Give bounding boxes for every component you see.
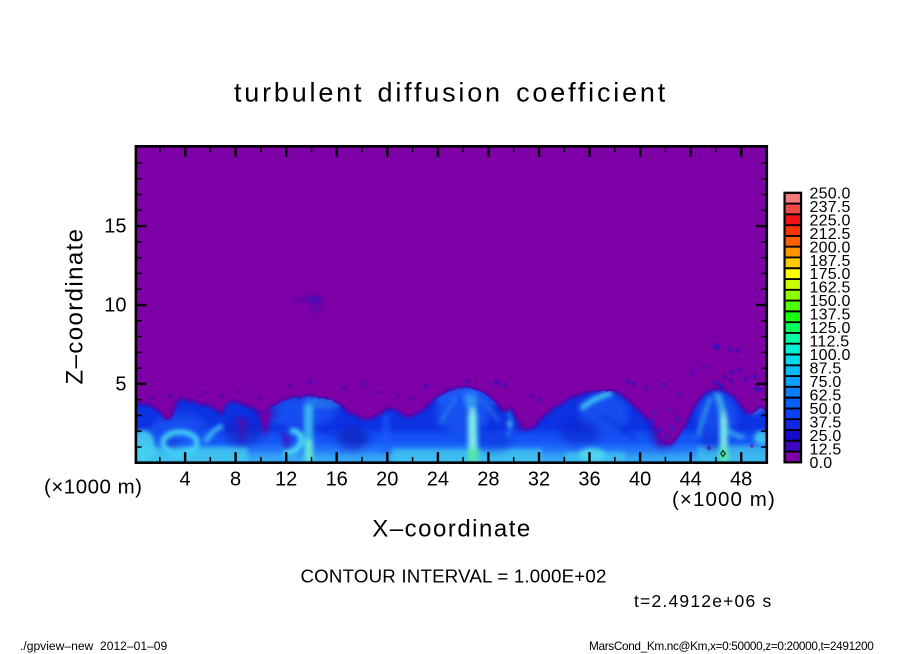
svg-text:28: 28	[477, 469, 499, 491]
svg-text:12.5: 12.5	[810, 441, 842, 458]
svg-text:225.0: 225.0	[810, 212, 851, 229]
svg-text:100.0: 100.0	[810, 347, 851, 364]
svg-text:10: 10	[104, 295, 126, 317]
svg-text:75.0: 75.0	[810, 374, 842, 391]
svg-text:16: 16	[326, 469, 348, 491]
svg-text:25.0: 25.0	[810, 428, 842, 445]
svg-text:20: 20	[376, 469, 398, 491]
svg-text:162.5: 162.5	[810, 280, 851, 297]
svg-text:(×1000 m): (×1000 m)	[672, 488, 776, 511]
svg-text:t=2.4912e+06 s: t=2.4912e+06 s	[634, 591, 772, 611]
svg-text:87.5: 87.5	[810, 361, 842, 378]
svg-text:150.0: 150.0	[810, 293, 851, 310]
svg-text:5: 5	[115, 373, 126, 395]
svg-text:turbulent diffusion coefficien: turbulent diffusion coefficient	[234, 78, 668, 108]
svg-text:62.5: 62.5	[810, 388, 842, 405]
svg-text:212.5: 212.5	[810, 226, 851, 243]
svg-text:./gpview–new 2012–01–09: ./gpview–new 2012–01–09	[20, 639, 168, 653]
svg-text:4: 4	[180, 469, 191, 491]
svg-text:137.5: 137.5	[810, 307, 851, 324]
svg-text:Z–coordinate: Z–coordinate	[62, 228, 89, 385]
svg-text:15: 15	[104, 216, 126, 238]
svg-text:237.5: 237.5	[810, 199, 851, 216]
svg-text:48: 48	[730, 469, 752, 491]
svg-text:187.5: 187.5	[810, 253, 851, 270]
svg-text:112.5: 112.5	[810, 334, 850, 351]
svg-text:12: 12	[275, 469, 297, 491]
svg-text:32: 32	[528, 469, 550, 491]
svg-text:8: 8	[230, 469, 241, 491]
svg-text:40: 40	[629, 469, 651, 491]
svg-text:MarsCond_Km.nc@Km,x=0:50000,z=: MarsCond_Km.nc@Km,x=0:50000,z=0:20000,t=…	[589, 639, 874, 653]
svg-text:CONTOUR INTERVAL = 1.000E+02: CONTOUR INTERVAL = 1.000E+02	[300, 566, 606, 587]
svg-text:(×1000 m): (×1000 m)	[44, 476, 143, 499]
svg-text:37.5: 37.5	[810, 415, 842, 432]
svg-text:24: 24	[427, 469, 449, 491]
svg-text:125.0: 125.0	[810, 320, 851, 337]
svg-text:44: 44	[680, 469, 702, 491]
svg-text:250.0: 250.0	[810, 185, 851, 202]
svg-text:X–coordinate: X–coordinate	[372, 516, 531, 543]
svg-text:175.0: 175.0	[810, 266, 851, 283]
svg-text:0.0: 0.0	[810, 455, 833, 472]
svg-text:36: 36	[578, 469, 600, 491]
svg-text:50.0: 50.0	[810, 401, 842, 418]
svg-text:200.0: 200.0	[810, 239, 851, 256]
